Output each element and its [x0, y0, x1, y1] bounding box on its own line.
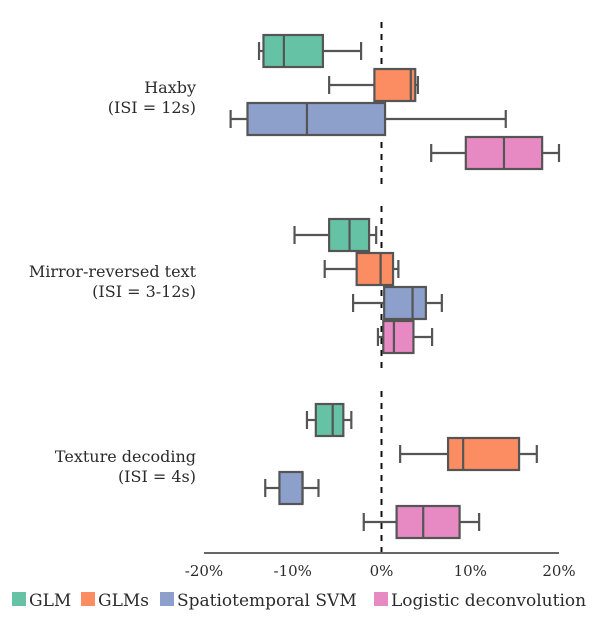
- box-1-2: [328, 67, 419, 103]
- x-tick-label: 10%: [454, 562, 487, 580]
- box-3-1: [305, 402, 353, 438]
- legend-label: GLM: [29, 591, 71, 611]
- x-tick-label: -20%: [185, 562, 223, 580]
- box-3-2: [399, 436, 538, 472]
- box-3-4: [362, 504, 481, 540]
- legend-item-3: Spatiotemporal SVM: [160, 591, 357, 611]
- x-tick-label: -10%: [274, 562, 312, 580]
- legend-label: Logistic deconvolution: [391, 591, 586, 611]
- box-iqr: [382, 319, 415, 355]
- group-label-line: Mirror-reversed text: [29, 262, 197, 281]
- group-label-line: (ISI = 4s): [118, 467, 196, 486]
- box-1-1: [257, 33, 363, 69]
- box-iqr: [314, 402, 345, 438]
- box-iqr: [262, 33, 325, 69]
- box-iqr: [355, 251, 395, 287]
- group-labels: Haxby (ISI = 12s)Mirror-reversed text (ISI…: [29, 78, 197, 486]
- legend-item-2: GLMs: [81, 591, 149, 611]
- box-iqr: [246, 101, 387, 137]
- group-label-1: Haxby (ISI = 12s): [108, 78, 196, 117]
- box-2-3: [352, 285, 443, 321]
- box-3-3: [264, 470, 320, 506]
- group-label-line: Texture decoding: [55, 447, 196, 466]
- box-1-3: [229, 101, 507, 137]
- group-label-line: Haxby: [144, 78, 196, 97]
- box-iqr: [278, 470, 304, 506]
- x-axis: -20% -10% 0% 10% 20%: [185, 552, 576, 580]
- legend-label: GLMs: [98, 591, 149, 611]
- group-label-line: (ISI = 3-12s): [92, 282, 196, 301]
- legend-item-4: Logistic deconvolution: [374, 591, 586, 611]
- x-tick-label: 0%: [370, 562, 394, 580]
- legend-swatch: [12, 592, 26, 606]
- box-iqr: [383, 285, 427, 321]
- legend-label: Spatiotemporal SVM: [177, 591, 357, 611]
- legend-swatch: [374, 592, 388, 606]
- group-label-line: (ISI = 12s): [108, 98, 196, 117]
- group-label-2: Mirror-reversed text (ISI = 3-12s): [29, 262, 197, 301]
- box-1-4: [430, 135, 561, 171]
- legend: GLM GLMs Spatiotemporal SVM Logistic deconv…: [12, 591, 586, 611]
- box-iqr: [395, 504, 461, 540]
- legend-item-1: GLM: [12, 591, 71, 611]
- group-label-3: Texture decoding (ISI = 4s): [55, 447, 196, 486]
- box-iqr: [373, 67, 417, 103]
- box-2-2: [323, 251, 400, 287]
- box-2-1: [293, 217, 378, 253]
- box-2-4: [376, 319, 434, 355]
- box-layer: [229, 33, 561, 540]
- legend-swatch: [81, 592, 95, 606]
- x-tick-label: 20%: [542, 562, 575, 580]
- legend-swatch: [160, 592, 174, 606]
- box-iqr: [446, 436, 521, 472]
